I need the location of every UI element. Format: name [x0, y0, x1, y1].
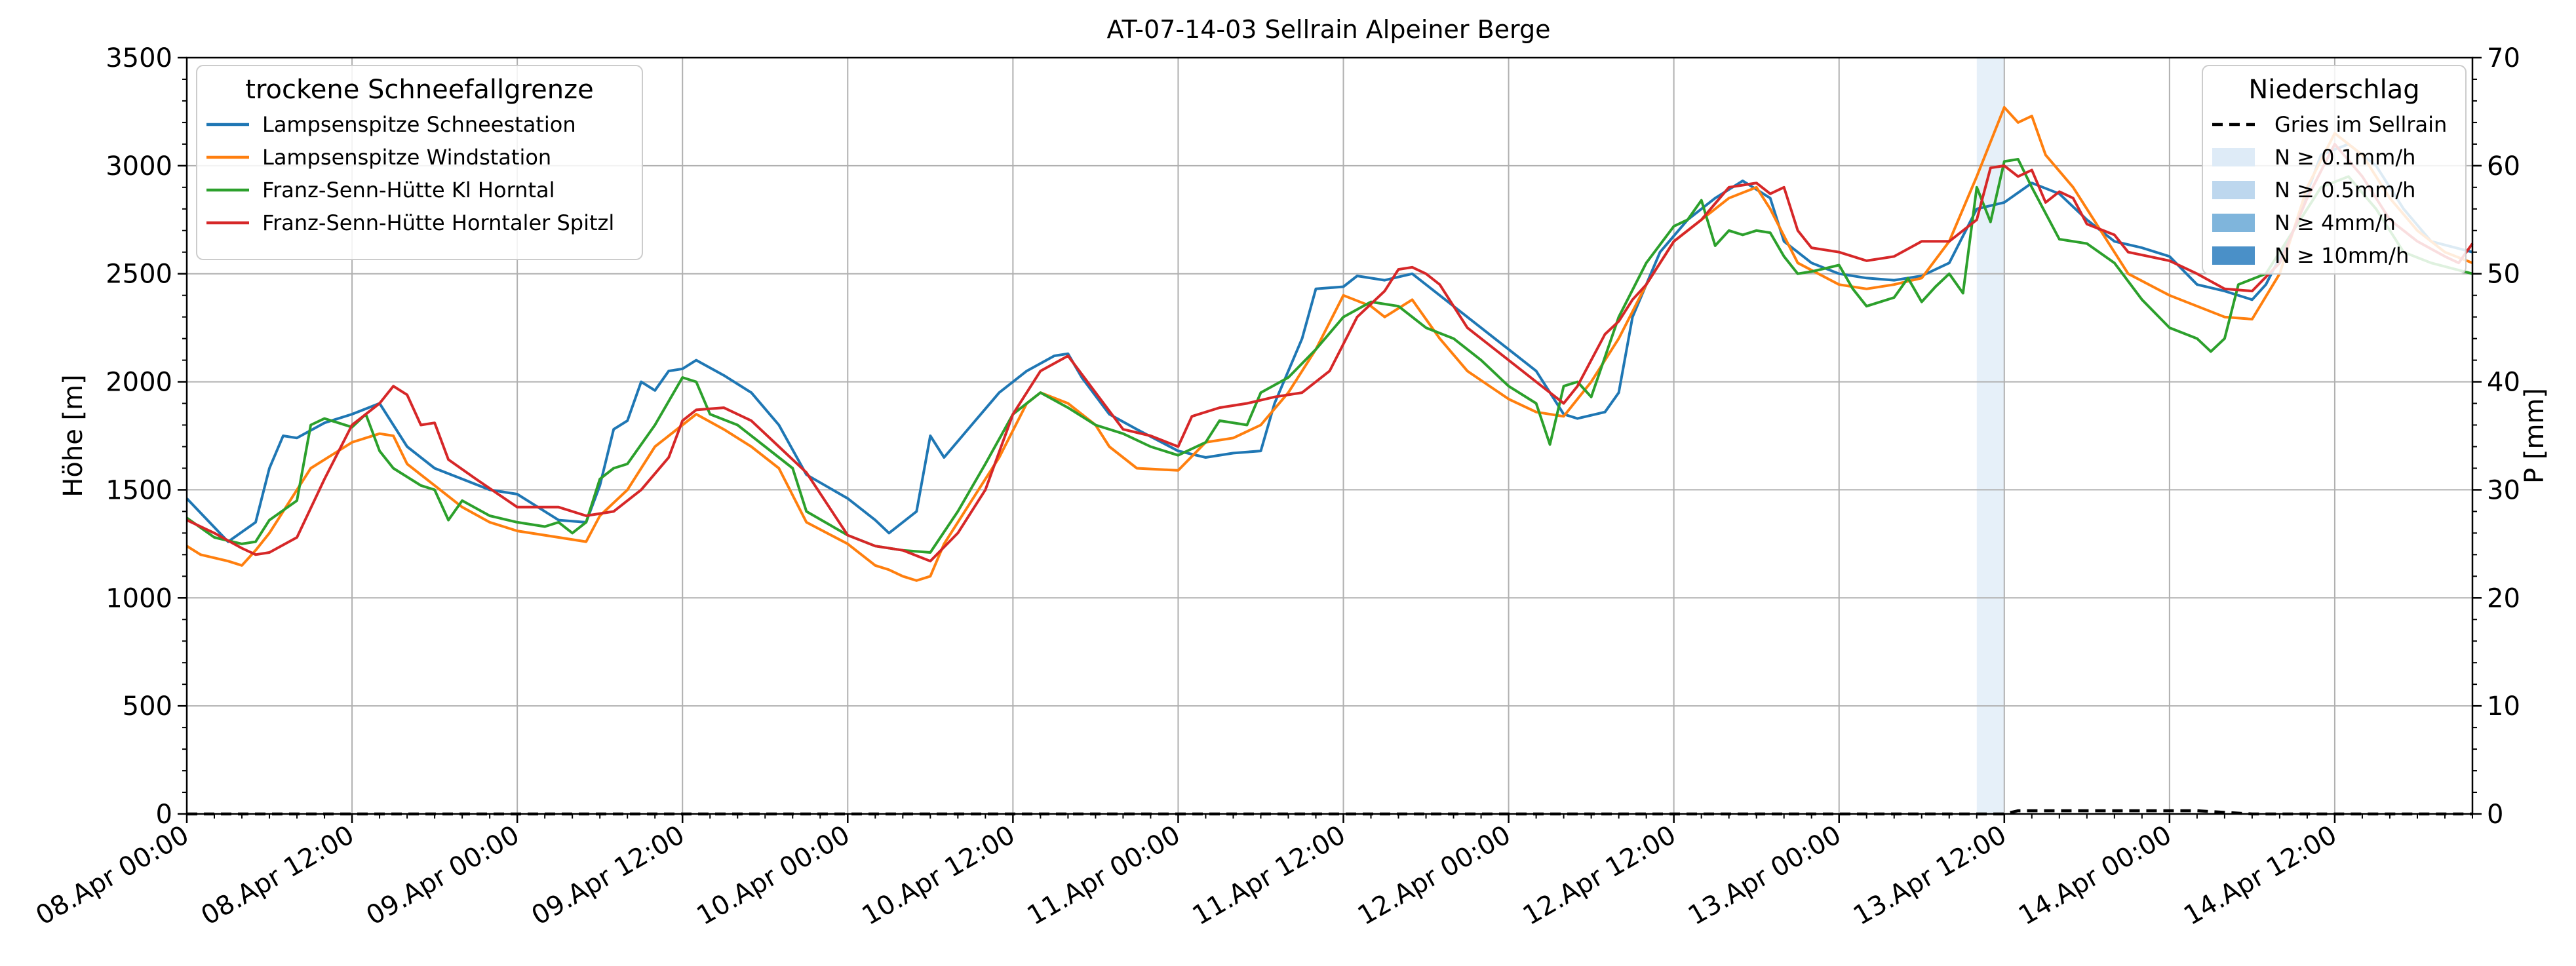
legend-precip-title: Niederschlag: [2248, 75, 2419, 105]
series-line-4: [186, 142, 2474, 563]
axis-left: 0 500 1000 1500 2000 2500 3000 3500: [106, 43, 187, 830]
legend-precip-swatch: [2212, 181, 2255, 199]
series-line-3: [185, 158, 2473, 554]
series-lines: [185, 106, 2474, 582]
legend-stations-box: [196, 65, 643, 260]
legend-precip-label: N ≥ 0.1mm/h: [2274, 145, 2415, 170]
y2-tick-label: 60: [2487, 151, 2520, 182]
y-tick-label: 2500: [106, 260, 172, 290]
legend-precip-label: N ≥ 0.5mm/h: [2274, 178, 2415, 203]
y2-tick-label: 10: [2487, 691, 2520, 722]
chart-title: AT-07-14-03 Sellrain Alpeiner Berge: [1107, 15, 1551, 44]
legend-stations-label: Franz-Senn-Hütte Horntaler Spitzl: [262, 210, 614, 235]
y2-tick-label: 20: [2487, 583, 2520, 613]
y-tick-label: 1000: [106, 583, 172, 613]
legend-precip-label: N ≥ 4mm/h: [2274, 210, 2396, 235]
legend-precip-swatch: [2212, 246, 2255, 265]
y-tick-label: 1500: [106, 475, 172, 505]
y2-tick-label: 40: [2487, 368, 2520, 398]
y-tick-label: 2000: [106, 368, 172, 398]
y-axis-label-left: Höhe [m]: [58, 374, 88, 497]
legend-precip-swatch: [2212, 148, 2255, 166]
y-tick-label: 500: [123, 691, 172, 722]
y-tick-label: 3000: [106, 151, 172, 182]
legend-precip-swatch: [2212, 214, 2255, 232]
y-axis-label-right: P [mm]: [2520, 388, 2550, 484]
legend-precip-label: Gries im Sellrain: [2274, 112, 2447, 137]
legend-stations-title: trockene Schneefallgrenze: [245, 75, 593, 105]
legend-stations: trockene Schneefallgrenze Lampsenspitze S…: [196, 65, 643, 260]
y-tick-label: 3500: [106, 43, 172, 73]
legend-stations-label: Lampsenspitze Windstation: [262, 145, 551, 170]
axis-right: 0 10 20 30 40 50 60 70: [2472, 43, 2520, 830]
y2-tick-label: 0: [2487, 800, 2503, 830]
y2-tick-label: 30: [2487, 475, 2520, 505]
legend-precipitation: Niederschlag Gries im Sellrain N ≥ 0.1mm/h…: [2202, 65, 2467, 275]
series-line-2: [185, 106, 2473, 582]
y2-tick-label: 50: [2487, 260, 2520, 290]
y2-tick-label: 70: [2487, 43, 2520, 73]
y-tick-label: 0: [156, 800, 172, 830]
legend-precip-label: N ≥ 10mm/h: [2274, 243, 2409, 268]
legend-stations-label: Lampsenspitze Schneestation: [262, 112, 576, 137]
legend-stations-label: Franz-Senn-Hütte Kl Horntal: [262, 178, 555, 203]
legend-precip-box: [2202, 65, 2467, 275]
plot-frame: [185, 56, 2474, 815]
